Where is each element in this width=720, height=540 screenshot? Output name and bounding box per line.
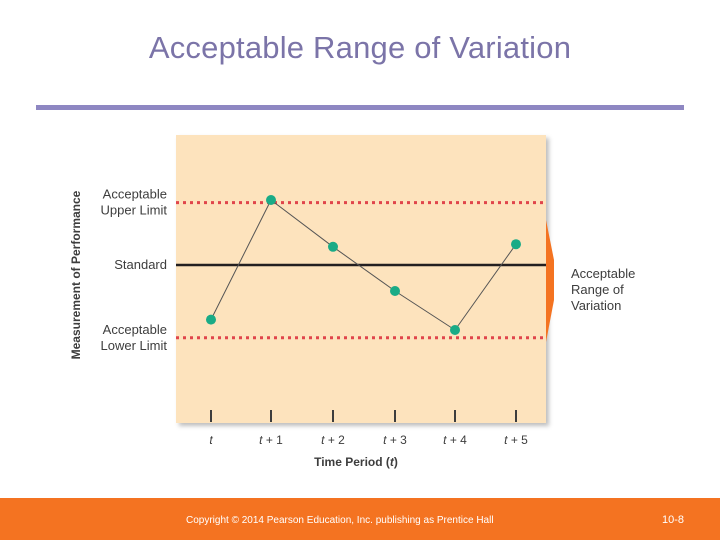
x-tick-label-5: t + 4 [443,433,467,447]
data-point-5 [450,325,460,335]
range-annotation: Acceptable Range of Variation [571,266,639,313]
x-tick-label-4: t + 3 [383,433,407,447]
title-rule [36,105,684,110]
x-tick-label-6: t + 5 [504,433,528,447]
footer-copyright: Copyright © 2014 Pearson Education, Inc.… [186,515,494,526]
page-number: 10-8 [661,514,684,526]
range-bracket [546,220,554,342]
standard-label: Standard [114,257,167,272]
data-point-2 [266,195,276,205]
performance-line [210,199,517,331]
x-tick-label-3: t + 2 [321,433,345,447]
slide-title: Acceptable Range of Variation [148,30,572,65]
acceptable-upper-limit-label: Acceptable Upper Limit [101,187,168,218]
y-axis-label: Measurement of Performance [69,190,83,359]
x-tick-label-2: t + 1 [259,433,283,447]
footer-bar: Copyright © 2014 Pearson Education, Inc.… [0,498,720,540]
control-chart: Acceptable Upper Limit Standard Acceptable L… [69,135,639,469]
acceptable-lower-limit-label: Acceptable Lower Limit [101,322,168,353]
data-point-4 [390,286,400,296]
data-point-6 [511,239,521,250]
chart-panel [176,135,546,423]
x-axis-label: Time Period (t) [314,455,398,469]
data-point-3 [328,241,338,252]
x-tick-label-1: t [209,433,213,447]
data-point-1 [206,314,216,325]
